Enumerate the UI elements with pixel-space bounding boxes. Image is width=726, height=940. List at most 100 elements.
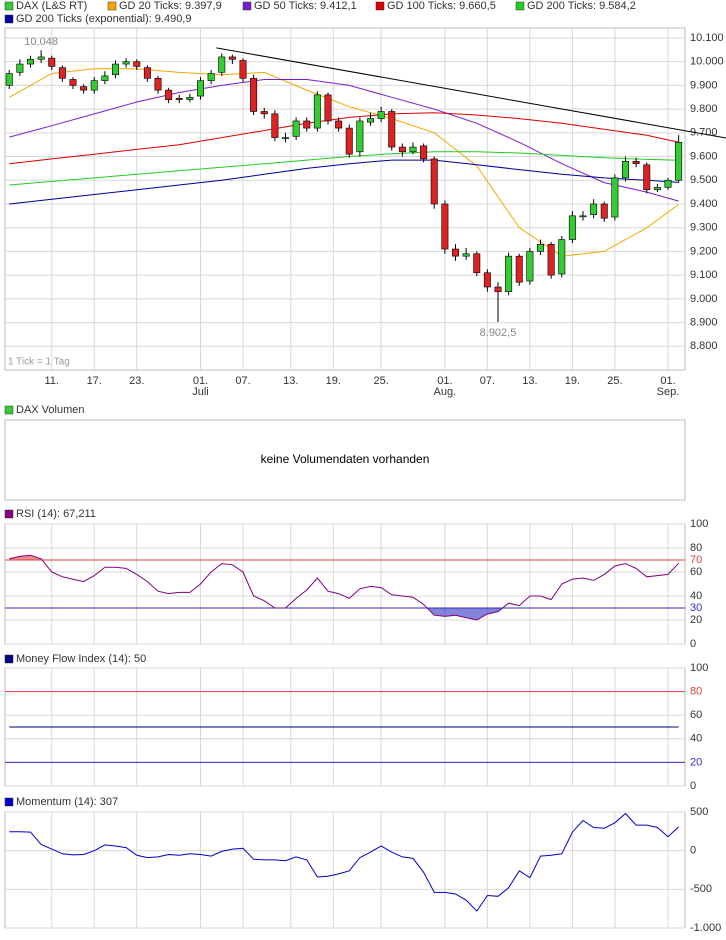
candle-body bbox=[377, 111, 385, 119]
legend-label: RSI (14): 67,211 bbox=[16, 508, 96, 520]
level-fill bbox=[9, 691, 679, 692]
candle-body bbox=[568, 215, 576, 240]
candle-body bbox=[271, 113, 279, 138]
y-tick-label: 9.000 bbox=[690, 293, 718, 305]
candle-body bbox=[37, 56, 45, 60]
y-tick-label: 30 bbox=[690, 602, 702, 614]
candle-body bbox=[175, 98, 183, 100]
moving-average bbox=[9, 159, 679, 205]
annotation: 10.048 bbox=[24, 36, 58, 48]
indicator-line bbox=[9, 554, 679, 621]
candle-body bbox=[143, 67, 151, 79]
legend-swatch bbox=[4, 797, 14, 807]
candle-body bbox=[303, 120, 311, 129]
candle-body bbox=[367, 118, 374, 123]
y-tick-label: 9.800 bbox=[690, 103, 718, 115]
y-tick-label: 20 bbox=[690, 756, 702, 768]
candle-body bbox=[452, 248, 459, 257]
candle-body bbox=[653, 187, 661, 191]
x-tick-label: 07. bbox=[235, 375, 250, 387]
legend-swatch bbox=[375, 1, 385, 11]
candle-body bbox=[5, 73, 13, 86]
legend-swatch bbox=[4, 14, 14, 24]
x-tick-label: 19. bbox=[565, 375, 580, 387]
legend-label: GD 200 Ticks (exponential): 9.490,9 bbox=[16, 13, 191, 25]
y-tick-label: 9.600 bbox=[690, 150, 718, 162]
x-tick-label: 25. bbox=[373, 375, 388, 387]
panel-frame bbox=[4, 419, 686, 501]
x-tick-sublabel: Aug. bbox=[434, 386, 457, 398]
candle-body bbox=[260, 111, 268, 115]
candle-body bbox=[537, 243, 544, 252]
candle-body bbox=[207, 73, 215, 81]
candle-body bbox=[80, 86, 88, 91]
candle-body bbox=[345, 127, 353, 155]
x-tick-sublabel: Juli bbox=[192, 386, 209, 398]
legend-swatch bbox=[107, 1, 117, 11]
candle-body bbox=[622, 160, 629, 179]
y-tick-label: -1.000 bbox=[690, 922, 721, 934]
candle-body bbox=[462, 253, 470, 257]
candle-body bbox=[69, 79, 77, 86]
y-tick-label: 500 bbox=[690, 806, 708, 818]
y-tick-label: 8.900 bbox=[690, 316, 718, 328]
candle-body bbox=[643, 164, 651, 191]
x-tick-label: 07. bbox=[480, 375, 495, 387]
legend-label: Money Flow Index (14): 50 bbox=[16, 653, 146, 665]
candle-body bbox=[590, 203, 598, 215]
candle-body bbox=[611, 177, 619, 218]
y-tick-label: 9.100 bbox=[690, 269, 718, 281]
overlay-lines bbox=[9, 68, 679, 257]
y-tick-label: 100 bbox=[690, 518, 708, 530]
candle-body bbox=[250, 77, 258, 112]
candle-body bbox=[313, 94, 321, 129]
panel-frame bbox=[4, 523, 686, 645]
candle-body bbox=[483, 272, 491, 288]
y-tick-label: 10.000 bbox=[690, 56, 724, 68]
candle-body bbox=[58, 67, 66, 79]
empty-message: keine Volumendaten vorhanden bbox=[261, 452, 430, 466]
candle-body bbox=[218, 56, 226, 73]
x-tick-label: 19. bbox=[326, 375, 341, 387]
candle-body bbox=[16, 63, 24, 73]
legend-label: GD 200 Ticks: 9.584,2 bbox=[527, 0, 636, 12]
panel-frame bbox=[4, 811, 686, 929]
y-tick-label: 80 bbox=[690, 686, 702, 698]
candle-body bbox=[133, 61, 141, 67]
legend-swatch bbox=[4, 1, 14, 11]
y-tick-label: 100 bbox=[690, 662, 708, 674]
candle-body bbox=[632, 160, 640, 164]
x-tick-label: 01. bbox=[437, 375, 452, 387]
legend-swatch bbox=[4, 405, 14, 415]
legend-swatch bbox=[515, 1, 525, 11]
candle-body bbox=[505, 255, 513, 293]
moving-average bbox=[9, 79, 679, 202]
legend-label: DAX Volumen bbox=[16, 404, 84, 416]
x-tick-label: 01. bbox=[193, 375, 208, 387]
x-tick-sublabel: Sep. bbox=[657, 386, 680, 398]
candle-body bbox=[526, 251, 534, 282]
y-tick-label: 40 bbox=[690, 590, 702, 602]
candle-body bbox=[186, 96, 194, 100]
legend-label: DAX (L&S RT) bbox=[16, 0, 87, 12]
x-tick-label: 01. bbox=[660, 375, 675, 387]
candle-body bbox=[228, 56, 236, 60]
candle-body bbox=[579, 215, 587, 218]
y-tick-label: 9.200 bbox=[690, 245, 718, 257]
legend-label: GD 50 Ticks: 9.412,1 bbox=[254, 0, 357, 12]
x-tick-label: 25. bbox=[607, 375, 622, 387]
candle-body bbox=[282, 137, 289, 139]
y-tick-label: 60 bbox=[690, 709, 702, 721]
y-tick-label: 20 bbox=[690, 614, 702, 626]
y-tick-label: 10.100 bbox=[690, 32, 724, 44]
y-tick-label: 0 bbox=[690, 845, 696, 857]
candle-body bbox=[515, 255, 523, 283]
candle-body bbox=[324, 94, 332, 122]
y-tick-label: 9.300 bbox=[690, 222, 718, 234]
candle-body bbox=[197, 80, 204, 97]
candle-body bbox=[398, 146, 406, 153]
candle-body bbox=[27, 59, 34, 65]
candle-body bbox=[154, 77, 162, 91]
candle-body bbox=[441, 203, 449, 250]
